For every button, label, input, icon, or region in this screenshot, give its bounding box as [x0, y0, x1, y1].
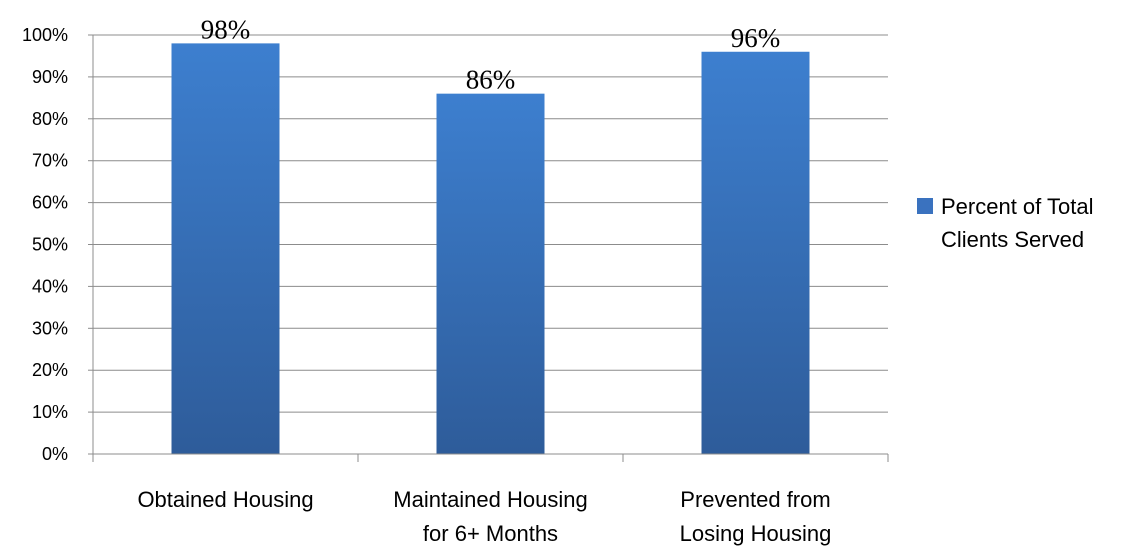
- y-tick-label: 70%: [32, 151, 68, 171]
- x-category-label: Obtained Housing: [137, 487, 313, 512]
- x-category-label: Losing Housing: [680, 521, 832, 546]
- legend-label: Percent of Total: [941, 194, 1093, 219]
- y-tick-label: 20%: [32, 360, 68, 380]
- bar: [171, 43, 280, 454]
- labels: 0% 10% 20% 30% 40% 50% 60% 70% 80% 90% 100% 98% Obta…: [22, 14, 831, 546]
- legend: Percent of Total Clients Served: [917, 194, 1093, 252]
- x-category-label: for 6+ Months: [423, 521, 558, 546]
- bars: [171, 43, 810, 454]
- axes: [88, 34, 889, 462]
- x-category-label: Maintained Housing: [393, 487, 587, 512]
- y-tick-label: 90%: [32, 67, 68, 87]
- data-label: 86%: [466, 65, 516, 95]
- y-tick-label: 10%: [32, 402, 68, 422]
- y-tick-label: 30%: [32, 318, 68, 338]
- bar: [436, 93, 545, 454]
- data-label: 98%: [201, 14, 251, 44]
- x-category-label: Prevented from: [680, 487, 830, 512]
- y-tick-label: 0%: [42, 444, 68, 464]
- y-tick-label: 60%: [32, 193, 68, 213]
- y-tick-label: 50%: [32, 235, 68, 255]
- legend-swatch: [917, 198, 933, 214]
- bar: [701, 51, 810, 454]
- legend-label: Clients Served: [941, 227, 1084, 252]
- y-tick-label: 40%: [32, 276, 68, 296]
- data-label: 96%: [731, 23, 781, 53]
- y-tick-label: 80%: [32, 109, 68, 129]
- y-tick-label: 100%: [22, 25, 68, 45]
